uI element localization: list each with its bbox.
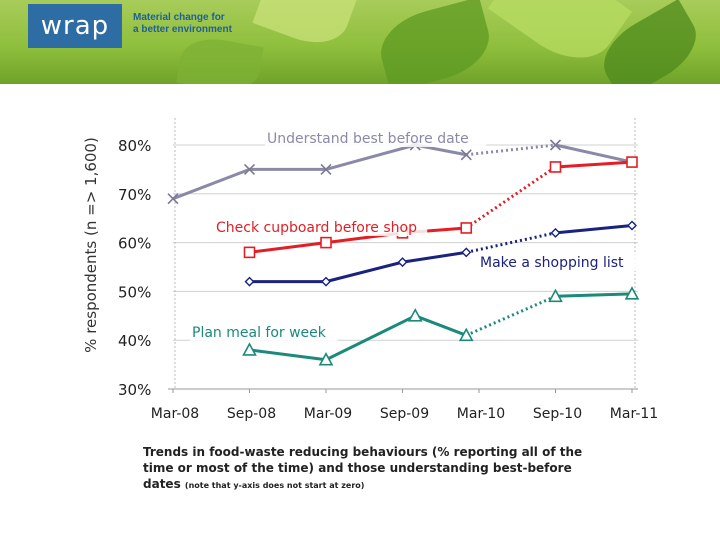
data-point-diamond-marker bbox=[321, 276, 331, 287]
tagline-line1: Material change for bbox=[133, 12, 225, 23]
leaf-decoration bbox=[252, 0, 358, 54]
data-point-triangle-marker bbox=[242, 342, 257, 356]
series-line-dotted bbox=[465, 231, 556, 254]
series-line-dotted bbox=[465, 165, 557, 230]
x-tick-label: Mar-09 bbox=[304, 406, 352, 422]
caption-text: Trends in food-waste reducing behaviours… bbox=[143, 445, 583, 491]
data-point-square-marker bbox=[243, 246, 256, 259]
data-point-diamond-marker bbox=[627, 220, 637, 231]
data-point-x-marker bbox=[320, 163, 332, 175]
tagline-line2: a better environment bbox=[133, 24, 232, 35]
caption-note: (note that y-axis does not start at zero… bbox=[184, 481, 365, 490]
data-point-square-marker bbox=[320, 236, 332, 249]
y-tick-label: 40% bbox=[118, 332, 151, 350]
wrap-logo: wrap bbox=[28, 4, 122, 48]
y-tick-label: 60% bbox=[118, 235, 151, 253]
series-label: Plan meal for week bbox=[192, 325, 327, 341]
data-point-triangle-marker bbox=[407, 308, 423, 322]
data-point-square-marker bbox=[549, 161, 562, 173]
y-axis-label: % respondents (n => 1,600) bbox=[82, 137, 100, 353]
series-label-background bbox=[478, 252, 642, 271]
data-point-square-marker bbox=[626, 156, 638, 168]
series-label: Understand best before date bbox=[267, 131, 469, 147]
header-banner: wrap Material change for a better enviro… bbox=[0, 0, 720, 84]
series-line-dotted bbox=[465, 294, 557, 337]
x-tick-label: Mar-08 bbox=[151, 406, 199, 422]
data-point-triangle-marker bbox=[458, 327, 474, 342]
y-tick-label: 70% bbox=[118, 186, 151, 204]
series-label-background bbox=[190, 322, 338, 341]
line-chart: 80% 70% 60% 50% 40% 30%Mar-08 Sep-08 Mar-09 Sep-… bbox=[82, 118, 658, 422]
y-tick-label: 30% bbox=[118, 381, 151, 399]
data-point-square-marker bbox=[460, 222, 473, 234]
x-tick-label: Sep-10 bbox=[533, 406, 582, 422]
data-point-triangle-marker bbox=[624, 286, 640, 300]
series-line-solid bbox=[249, 250, 467, 284]
chart-caption: Trends in food-waste reducing behaviours… bbox=[143, 444, 583, 494]
data-point-x-marker bbox=[460, 149, 472, 161]
series-label-background bbox=[265, 128, 487, 147]
tagline: Material change for a better environment bbox=[133, 12, 253, 36]
series-line-solid bbox=[249, 226, 467, 254]
data-point-x-marker bbox=[167, 193, 179, 205]
data-point-diamond-marker bbox=[550, 227, 561, 238]
y-tick-label: 80% bbox=[118, 137, 151, 155]
series-label-background bbox=[214, 217, 428, 236]
data-point-diamond-marker bbox=[244, 276, 255, 287]
data-point-diamond-marker bbox=[461, 247, 472, 258]
series-line-solid bbox=[555, 143, 633, 164]
series-line-solid bbox=[249, 314, 467, 362]
data-point-x-marker bbox=[243, 163, 256, 175]
series-line-solid bbox=[555, 160, 633, 169]
x-tick-label: Sep-08 bbox=[227, 406, 276, 422]
x-tick-label: Mar-10 bbox=[457, 406, 505, 422]
y-tick-label: 50% bbox=[118, 283, 151, 301]
data-point-triangle-marker bbox=[318, 352, 334, 366]
x-tick-label: Mar-11 bbox=[610, 406, 658, 422]
series-line-solid bbox=[555, 224, 633, 235]
data-point-triangle-marker bbox=[548, 288, 563, 303]
series-line-solid bbox=[172, 143, 467, 201]
series-line-solid bbox=[555, 292, 633, 298]
data-point-x-marker bbox=[549, 139, 562, 151]
series-label: Check cupboard before shop bbox=[216, 220, 417, 236]
leaf-decoration bbox=[176, 33, 264, 84]
leaf-decoration bbox=[372, 0, 498, 84]
data-point-diamond-marker bbox=[397, 257, 408, 268]
x-tick-label: Sep-09 bbox=[380, 406, 429, 422]
series-label: Make a shopping list bbox=[480, 255, 624, 271]
